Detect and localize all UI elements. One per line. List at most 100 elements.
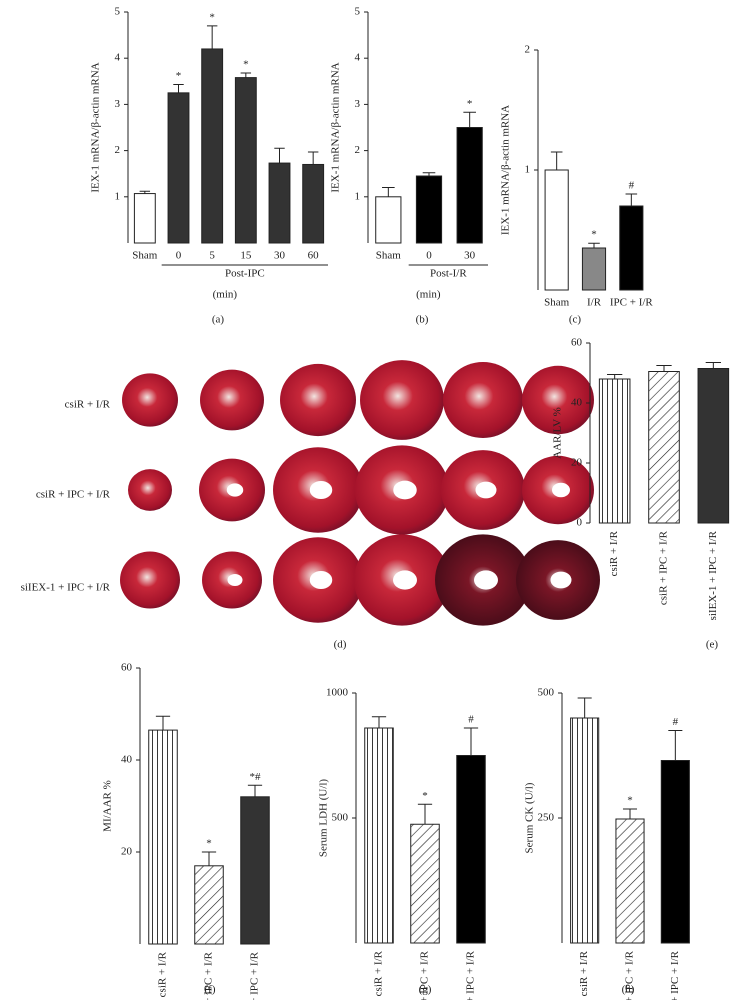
y-tick-label: 40 — [571, 397, 583, 409]
y-tick-label: 5 — [355, 6, 361, 18]
error-bar — [607, 374, 623, 379]
annotation: * — [591, 229, 597, 241]
y-tick-label: 2 — [525, 44, 531, 56]
error-bar — [625, 193, 638, 206]
error-bar — [371, 716, 387, 728]
row-label: csiR + I/R — [65, 399, 111, 411]
annotation: * — [176, 70, 182, 82]
heart-lumen — [226, 483, 244, 497]
bar — [615, 818, 645, 944]
bar — [167, 92, 190, 244]
y-tick-label: 1 — [355, 190, 361, 202]
x-tick-label: csiR + I/R — [608, 530, 620, 576]
heart-slice — [122, 373, 178, 427]
x-tick-label: I/R — [587, 297, 602, 309]
heart-lumen — [227, 574, 243, 586]
panel-label: (g) — [419, 984, 432, 996]
annotation: * — [243, 59, 249, 71]
heart-slice — [443, 362, 523, 438]
error-bar — [668, 730, 683, 761]
x-tick-label: 0 — [176, 250, 182, 262]
bar — [410, 823, 440, 944]
heart-slice — [200, 369, 264, 431]
error-bar — [240, 72, 252, 78]
panel-label: (b) — [416, 314, 429, 326]
panel-label: (d) — [334, 639, 347, 651]
heart-slice — [522, 365, 594, 435]
error-bar — [622, 808, 638, 819]
y-tick-label: 4 — [355, 52, 361, 64]
annotation: * — [206, 838, 212, 850]
error-bar — [550, 151, 563, 170]
error-bar — [463, 111, 476, 128]
x-tick-label: csiR + IPC + I/R — [658, 530, 670, 605]
bar — [234, 77, 257, 244]
heart-lumen — [550, 571, 572, 589]
x-tick-label: Sham — [132, 250, 158, 262]
annotation: *# — [250, 771, 262, 783]
heart-slice — [360, 360, 444, 440]
y-tick-label: 20 — [571, 457, 583, 469]
error-bar — [577, 697, 592, 718]
y-axis-label: MI/AAR % — [102, 780, 114, 832]
error-bar — [247, 784, 263, 797]
heart-lumen — [393, 570, 417, 590]
bar — [598, 378, 631, 524]
x-tick-label: 15 — [240, 250, 252, 262]
bar — [201, 48, 224, 244]
x-tick-label: 30 — [274, 250, 286, 262]
annotation: # — [629, 180, 635, 192]
x-tick-label: csiR + IPC + I/R — [203, 951, 215, 1000]
x-tick-label: csiR + I/R — [373, 950, 385, 996]
bar — [375, 196, 402, 244]
group-label: Post-I/R — [430, 268, 467, 280]
y-tick-label: 1 — [115, 190, 121, 202]
panel-label: (f) — [205, 984, 216, 996]
bar — [697, 368, 730, 524]
bar — [581, 247, 607, 291]
annotation: * — [467, 98, 473, 110]
y-tick-label: 1 — [525, 164, 531, 176]
x-tick-label: siIEX-1 + IPC + I/R — [707, 530, 719, 620]
error-bar — [705, 362, 721, 369]
error-bar — [382, 187, 395, 197]
panel-label: (h) — [622, 984, 635, 996]
y-tick-label: 60 — [121, 662, 133, 674]
y-tick-label: 2 — [355, 144, 361, 156]
x-tick-label: 0 — [426, 250, 432, 262]
y-axis-label: IEX-1 mRNA/β-actin mRNA — [90, 62, 102, 192]
y-tick-label: 40 — [121, 754, 133, 766]
x-tick-label: Sham — [376, 250, 402, 262]
panel-label: (e) — [706, 639, 719, 651]
x-tick-label: 30 — [464, 250, 476, 262]
error-bar — [307, 151, 319, 165]
y-axis-label: IEX-1 mRNA/β-actin mRNA — [330, 62, 342, 192]
x-tick-label: siIEX-1 + IPC + I/R — [249, 951, 261, 1000]
x-tick-label: 60 — [308, 250, 320, 262]
bar — [570, 717, 600, 944]
heart-slice — [128, 469, 172, 511]
heart-lumen — [309, 571, 333, 589]
error-bar — [588, 242, 600, 248]
y-tick-label: 500 — [538, 687, 555, 699]
error-bar — [463, 727, 479, 756]
y-tick-label: 3 — [355, 98, 361, 110]
y-tick-label: 5 — [115, 6, 121, 18]
error-bar — [173, 84, 184, 93]
bar — [268, 162, 291, 244]
y-axis-label: Serum CK (U/l) — [524, 782, 536, 853]
annotation: # — [673, 716, 679, 728]
annotation: * — [422, 790, 428, 802]
error-bar — [201, 851, 217, 866]
x-tick-label: csiR + I/R — [157, 951, 169, 997]
y-tick-label: 0 — [577, 517, 583, 529]
x-tick-label: csiR + I/R — [578, 950, 590, 996]
y-tick-label: 250 — [538, 812, 555, 824]
y-axis-label: Serum LDH (U/l) — [318, 779, 330, 858]
error-bar — [417, 803, 433, 825]
y-tick-label: 4 — [115, 52, 121, 64]
bar — [133, 193, 156, 244]
panel-label: (a) — [212, 314, 225, 326]
group-label: Post-IPC — [225, 268, 265, 280]
